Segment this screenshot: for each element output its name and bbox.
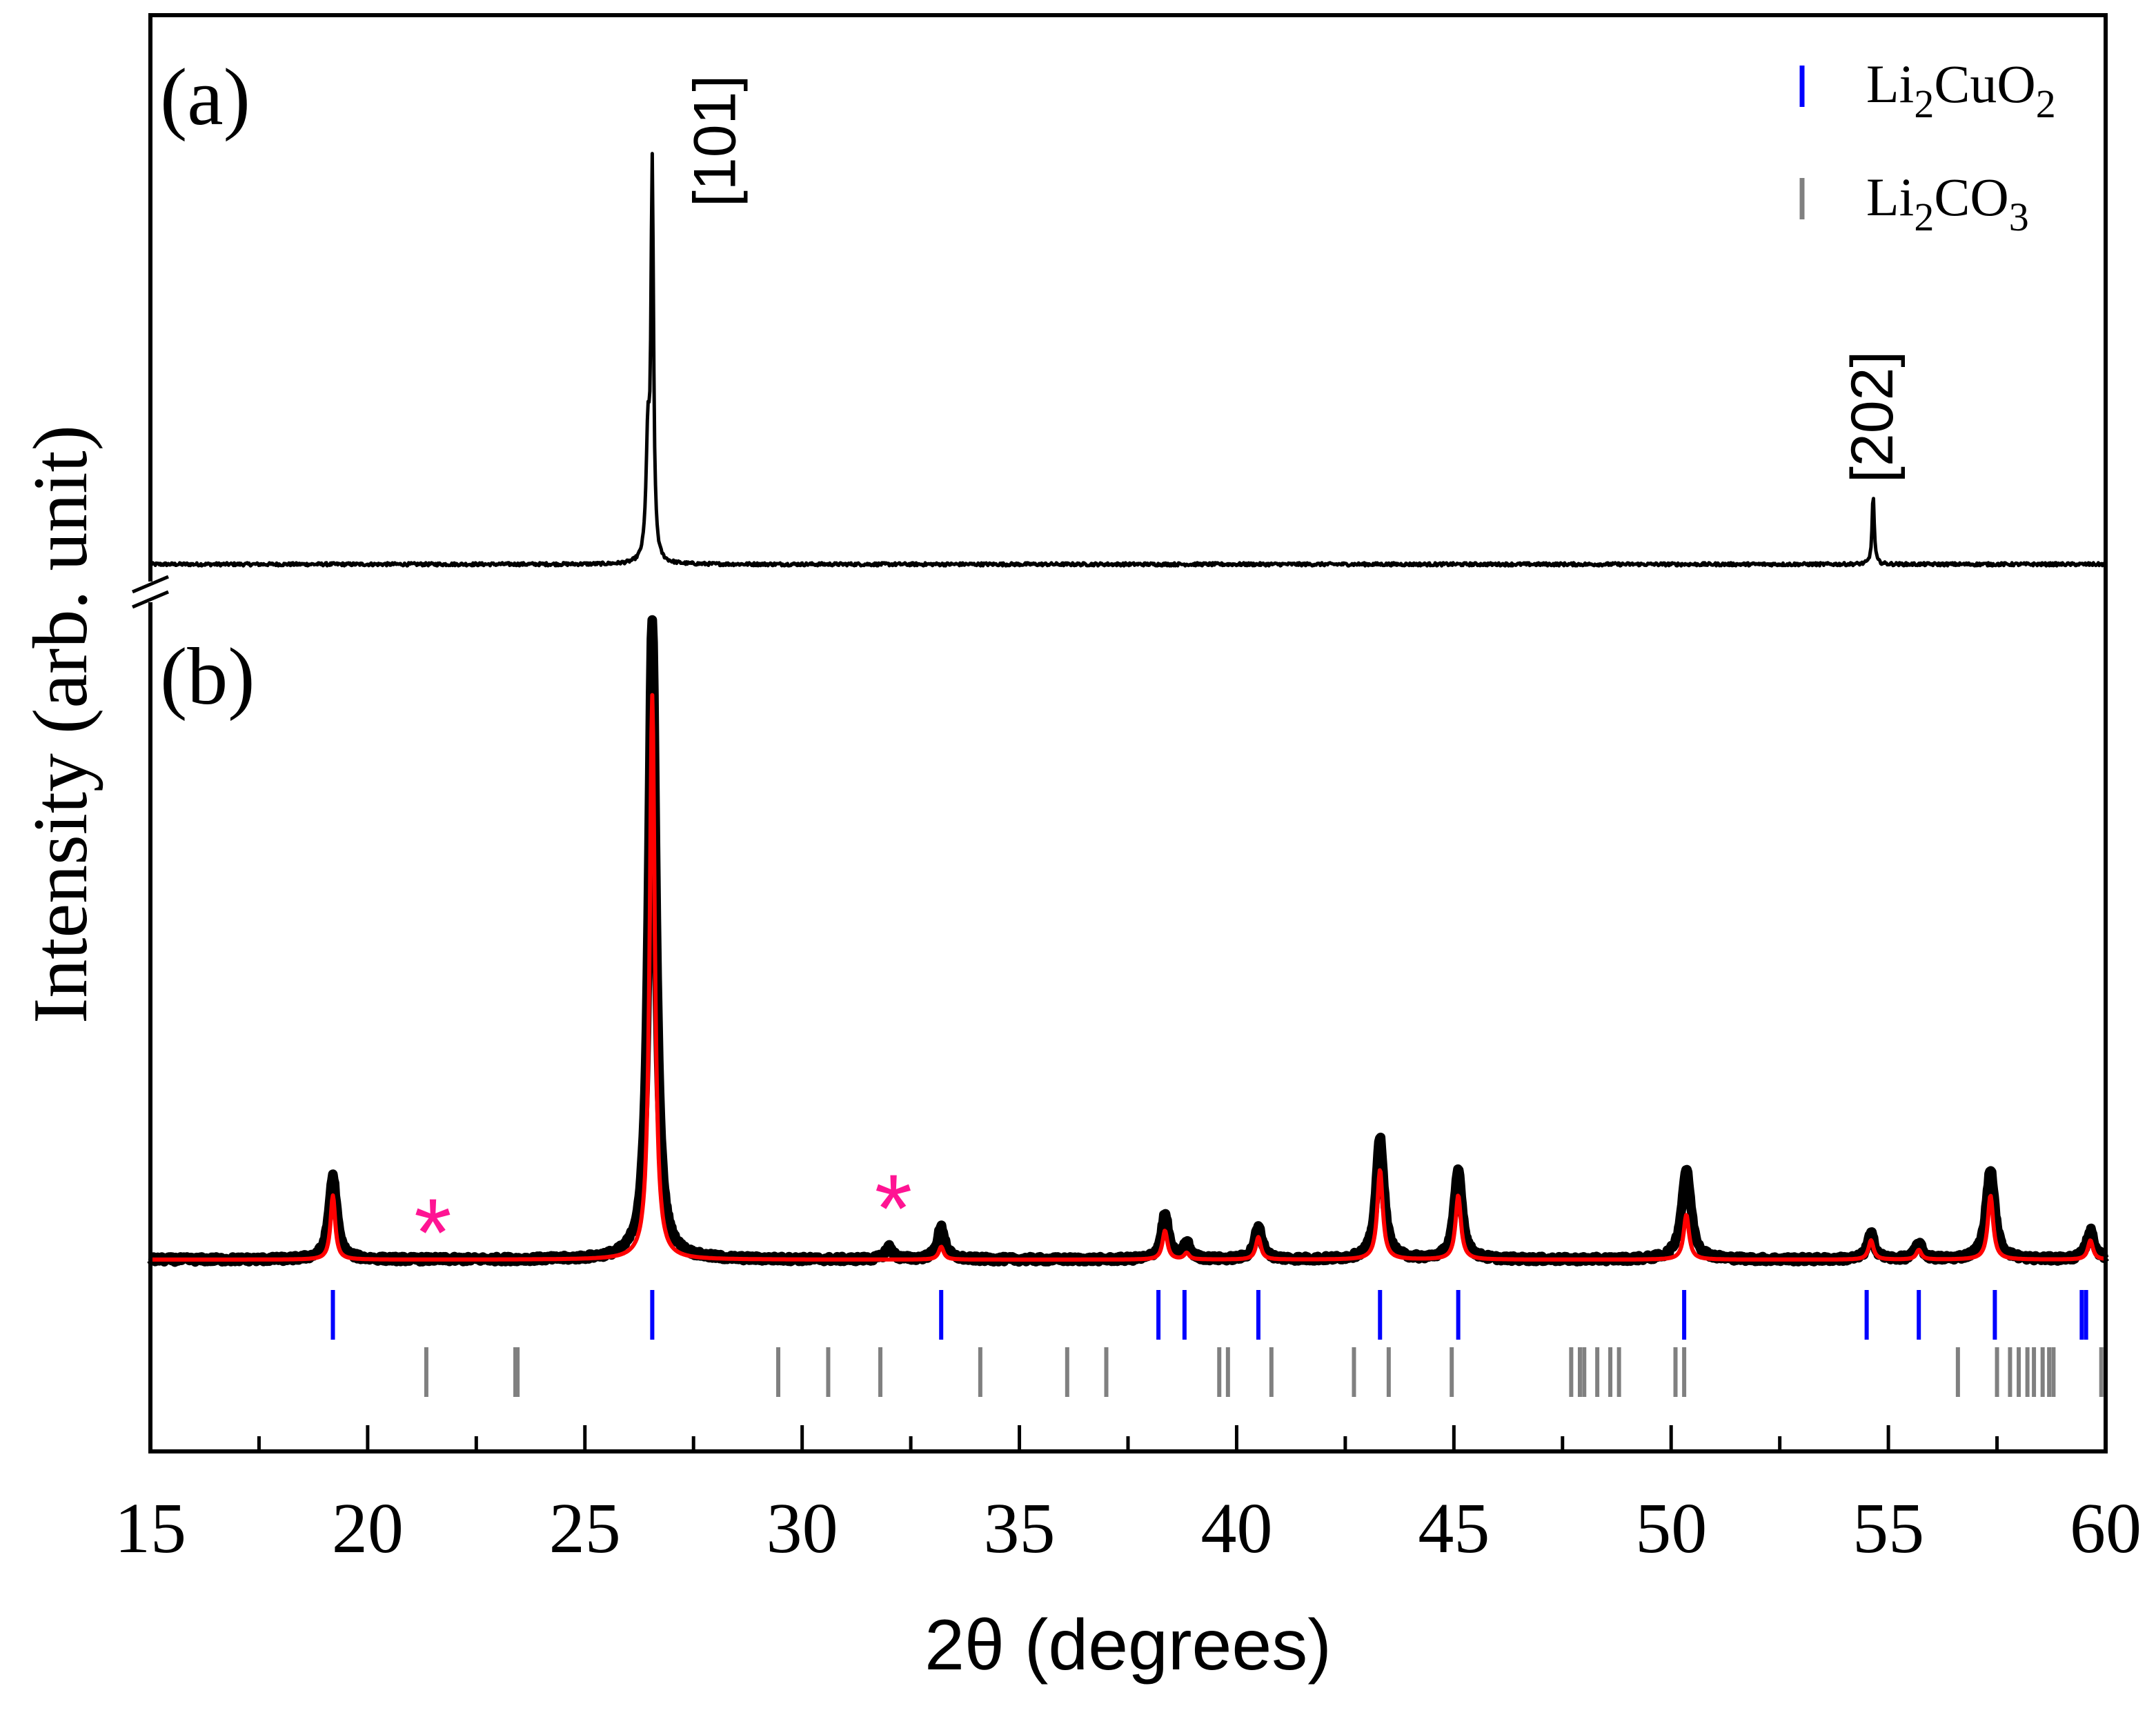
- x-tick-label-40: 40: [1200, 1489, 1272, 1568]
- legend: Li2CuO2 Li2CO3: [1799, 54, 2056, 239]
- x-tick-label-30: 30: [767, 1489, 838, 1568]
- x-axis-tick-labels: 15 20 25 30 35 40 45 50 55 60: [115, 1489, 2142, 1568]
- y-axis-title: Intensity (arb. unit): [18, 425, 103, 1024]
- x-tick-label-60: 60: [2070, 1489, 2142, 1568]
- axis-break-mark: [132, 575, 169, 609]
- x-tick-label-55: 55: [1852, 1489, 1924, 1568]
- peak-annotation-101: [101]: [682, 75, 748, 207]
- x-axis-ticks: [148, 1425, 2108, 1451]
- x-axis-title: 2θ (degrees): [924, 1605, 1332, 1685]
- panel-a-label: (a): [160, 52, 250, 142]
- legend-li2cuo2-label: Li2CuO2: [1866, 54, 2056, 126]
- series-line-b-calculated: [149, 693, 2107, 1262]
- x-tick-label-25: 25: [549, 1489, 621, 1568]
- series-line-a-pattern-a-: [148, 152, 2107, 568]
- impurity-marker-1: *: [414, 1178, 451, 1287]
- x-tick-label-35: 35: [984, 1489, 1056, 1568]
- impurity-marker-2: *: [875, 1154, 912, 1262]
- x-tick-label-50: 50: [1635, 1489, 1707, 1568]
- peak-annotation-202: [202]: [1839, 351, 1906, 483]
- panel-b-label: (b): [160, 631, 255, 722]
- reference-ticks: [330, 1290, 2104, 1397]
- legend-li2co3-label: Li2CO3: [1866, 167, 2029, 239]
- traces: [146, 152, 2110, 1267]
- x-tick-label-15: 15: [115, 1489, 186, 1568]
- x-tick-label-20: 20: [332, 1489, 404, 1568]
- x-tick-label-45: 45: [1418, 1489, 1490, 1568]
